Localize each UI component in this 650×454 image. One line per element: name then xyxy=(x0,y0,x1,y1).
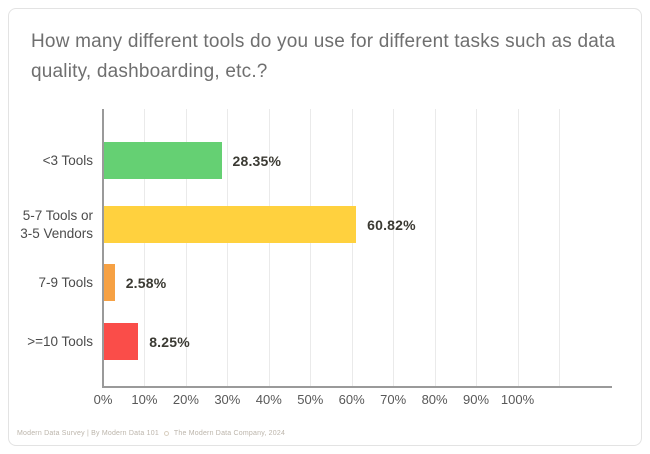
value-label-3-tools: 28.35% xyxy=(232,152,282,169)
x-tick-0: 0% xyxy=(93,392,113,407)
gridline-110 xyxy=(558,109,560,386)
gridline-90 xyxy=(476,109,478,386)
x-tick-20: 20% xyxy=(172,392,199,407)
category-label-5-7-tools-or-3-5-vendors: 5-7 Tools or 3-5 Vendors xyxy=(20,207,93,241)
gridline-40 xyxy=(268,109,270,386)
gridline-70 xyxy=(393,109,395,386)
category-label-10-tools: >=10 Tools xyxy=(27,333,93,349)
x-tick-50: 50% xyxy=(297,392,324,407)
gridline-60 xyxy=(351,109,353,386)
bar-3-tools xyxy=(104,142,222,179)
gridline-80 xyxy=(434,109,436,386)
x-tick-40: 40% xyxy=(255,392,282,407)
gridline-100 xyxy=(517,109,519,386)
x-tick-100: 100% xyxy=(500,392,535,407)
value-label-7-9-tools: 2.58% xyxy=(125,274,167,291)
gridline-30 xyxy=(227,109,229,386)
x-tick-80: 80% xyxy=(421,392,448,407)
value-label-10-tools: 8.25% xyxy=(149,333,190,350)
bar-chart-plot: <3 Tools 28.35% 5-7 Tools or 3-5 Vendors 60… xyxy=(9,9,643,447)
bar-5-7-tools-or-3-5-vendors xyxy=(104,206,357,243)
x-axis-line xyxy=(102,386,612,388)
y-axis-line xyxy=(102,109,104,388)
gridline-20 xyxy=(185,109,187,386)
x-tick-60: 60% xyxy=(338,392,365,407)
category-label-3-tools: <3 Tools xyxy=(42,152,93,168)
bar-7-9-tools xyxy=(104,264,115,301)
x-tick-90: 90% xyxy=(463,392,490,407)
ring-icon xyxy=(163,431,169,436)
chart-card: How many different tools do you use for … xyxy=(8,8,642,446)
value-label-5-7-tools-or-3-5-vendors: 60.82% xyxy=(367,216,416,233)
category-label-7-9-tools: 7-9 Tools xyxy=(38,274,93,290)
gridline-10 xyxy=(144,109,146,386)
x-tick-10: 10% xyxy=(131,392,158,407)
chart-title: How many different tools do you use for … xyxy=(31,31,616,82)
footer-credits: Modern Data Survey | By Modern Data 101 … xyxy=(17,430,285,437)
company-credit-text: The Modern Data Company, 2024 xyxy=(173,430,286,437)
x-tick-30: 30% xyxy=(214,392,241,407)
bar-10-tools xyxy=(104,323,139,360)
x-tick-70: 70% xyxy=(380,392,407,407)
gridline-50 xyxy=(310,109,312,386)
survey-credit-text: Modern Data Survey | By Modern Data 101 xyxy=(17,430,159,437)
